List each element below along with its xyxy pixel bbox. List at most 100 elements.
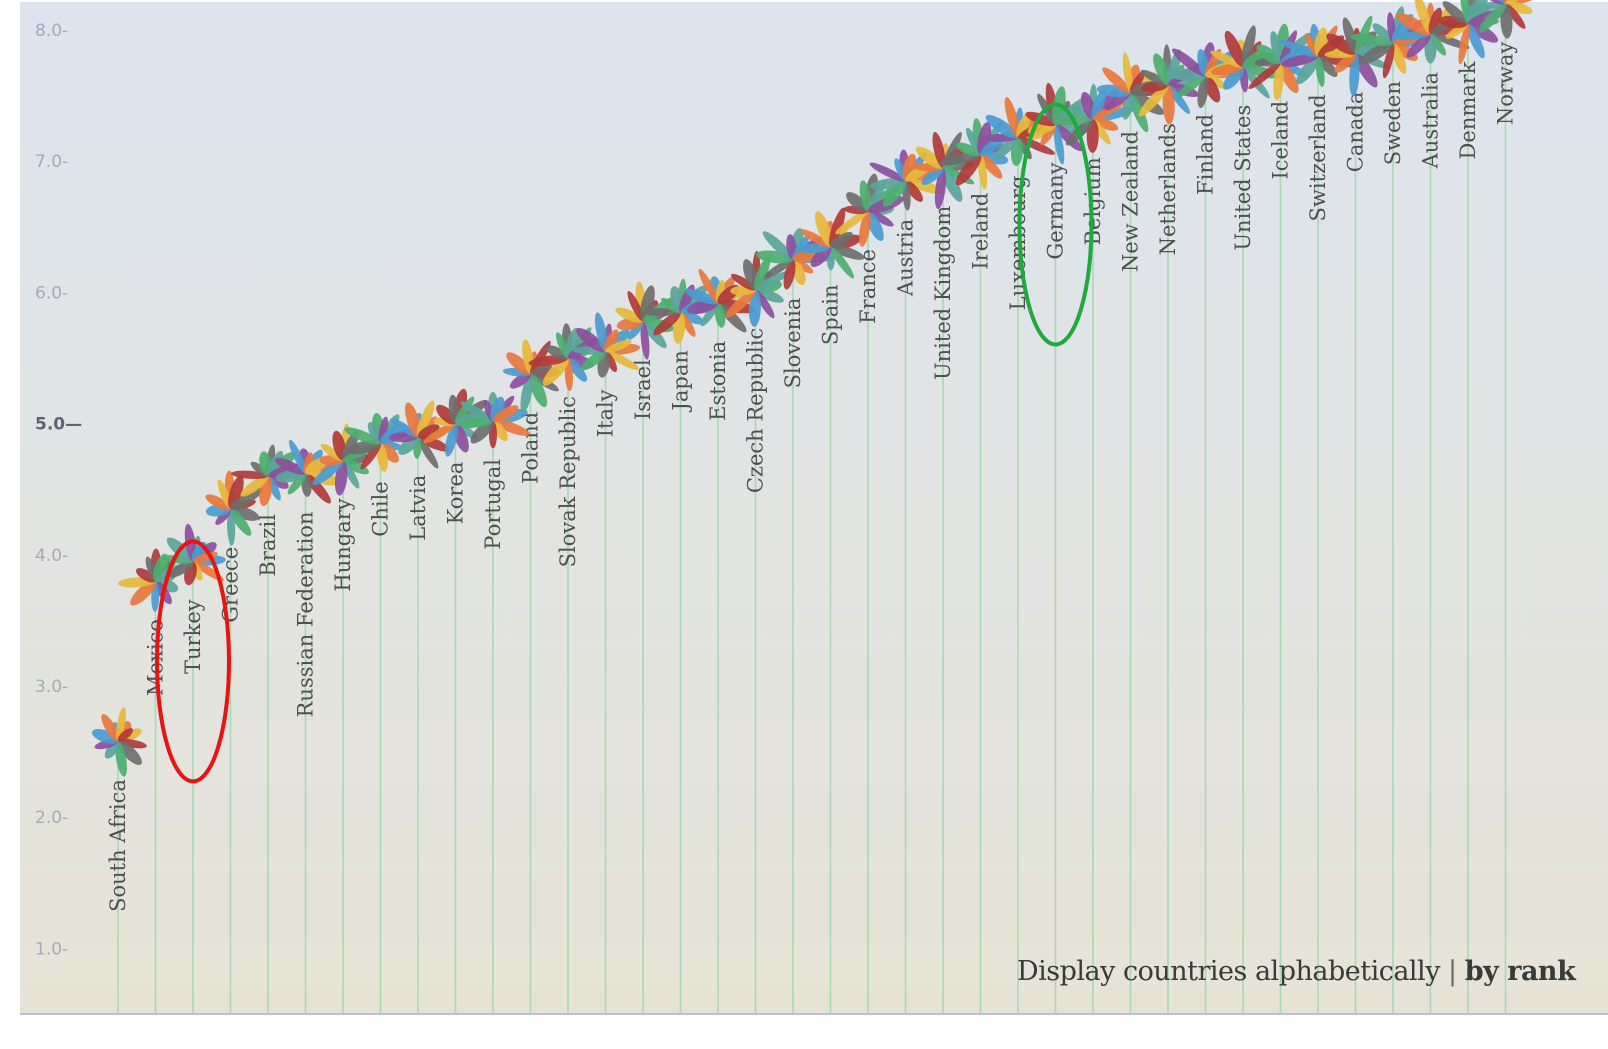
petal — [1317, 55, 1338, 77]
petal — [1481, 0, 1506, 5]
petal — [684, 288, 719, 305]
country-label[interactable]: France — [856, 249, 880, 324]
country-label[interactable]: Hungary — [331, 498, 355, 591]
petal — [390, 418, 419, 438]
petal — [869, 162, 906, 182]
sort-separator: | — [1448, 956, 1457, 987]
country-label[interactable]: Latvia — [406, 475, 430, 541]
country-label[interactable]: Netherlands — [1156, 123, 1180, 255]
country-label[interactable]: Ireland — [969, 193, 993, 270]
petal — [509, 372, 531, 389]
country-label[interactable]: Norway — [1494, 42, 1518, 126]
petal — [1458, 23, 1470, 65]
petal — [454, 396, 475, 424]
country-label[interactable]: Australia — [1419, 72, 1443, 169]
petal — [565, 327, 580, 359]
petal — [117, 740, 142, 765]
sort-alphabetical-link[interactable]: Display countries alphabetically — [1017, 956, 1440, 987]
petal — [869, 178, 906, 190]
petal — [1167, 84, 1191, 114]
petal — [763, 258, 794, 279]
petal — [1479, 3, 1507, 33]
y-tick-label: 4.0- — [35, 546, 68, 566]
petal — [830, 244, 865, 260]
petal — [1172, 48, 1206, 77]
flower-marker[interactable] — [755, 227, 833, 291]
country-label[interactable]: Russian Federation — [294, 511, 318, 717]
country-label[interactable]: Italy — [594, 389, 618, 437]
petal — [117, 738, 147, 749]
flower-marker[interactable] — [572, 311, 641, 378]
country-label[interactable]: Turkey — [181, 599, 205, 674]
country-label[interactable]: Japan — [669, 350, 693, 412]
petal — [725, 289, 756, 318]
country-label[interactable]: Germany — [1044, 162, 1068, 259]
sort-controls: Display countries alphabetically | by ra… — [1017, 950, 1576, 994]
petal — [205, 494, 231, 511]
country-label[interactable]: Slovenia — [781, 298, 805, 389]
petal — [506, 352, 532, 375]
country-label[interactable]: Denmark — [1456, 61, 1480, 159]
petal — [1153, 53, 1171, 86]
petal — [1464, 1, 1506, 12]
petal — [1391, 43, 1407, 74]
petal — [1442, 1, 1469, 25]
petal — [520, 373, 533, 413]
country-label[interactable]: Brazil — [256, 514, 280, 577]
country-label[interactable]: Estonia — [706, 341, 730, 421]
flowers[interactable] — [90, 0, 1548, 778]
country-label[interactable]: Austria — [894, 219, 918, 297]
stems — [117, 13, 1507, 1013]
country-label[interactable]: Finland — [1194, 114, 1218, 195]
petal — [1210, 50, 1244, 68]
petal — [830, 246, 855, 279]
petal — [1358, 41, 1394, 65]
petal — [1395, 12, 1431, 36]
country-label[interactable]: Chile — [369, 481, 393, 536]
petal — [417, 424, 440, 439]
y-tick-label: 1.0- — [35, 939, 68, 959]
flower-marker[interactable] — [722, 250, 791, 327]
country-label[interactable]: Poland — [519, 412, 543, 484]
petal — [528, 373, 548, 408]
flower-marker[interactable] — [389, 399, 452, 471]
sort-by-rank-link[interactable]: by rank — [1464, 956, 1576, 987]
country-label[interactable]: Iceland — [1269, 101, 1293, 180]
petal — [835, 210, 869, 235]
country-label[interactable]: Korea — [444, 462, 468, 525]
petal — [1091, 89, 1107, 120]
country-label[interactable]: Spain — [819, 284, 843, 345]
flower-marker[interactable] — [90, 707, 148, 778]
petal — [1102, 67, 1131, 94]
country-label[interactable]: United Kingdom — [931, 206, 955, 380]
country-label[interactable]: Portugal — [481, 459, 505, 550]
country-label[interactable]: Canada — [1344, 92, 1368, 173]
petal — [1382, 43, 1395, 79]
flower-marker[interactable] — [1464, 0, 1549, 39]
flower-marker[interactable] — [458, 391, 531, 449]
petal — [814, 211, 833, 247]
petal — [228, 475, 244, 509]
country-label[interactable]: Switzerland — [1306, 94, 1330, 221]
petal — [169, 560, 194, 578]
petal — [1092, 117, 1119, 131]
petal — [1122, 52, 1133, 93]
petal — [1270, 31, 1283, 63]
petal — [939, 152, 981, 166]
country-label[interactable]: South Africa — [106, 779, 130, 912]
petal — [416, 400, 435, 437]
petal — [135, 568, 156, 583]
country-label[interactable]: United States — [1231, 105, 1255, 251]
petal — [653, 311, 681, 336]
country-label[interactable]: New Zealand — [1119, 131, 1143, 272]
petal — [810, 245, 832, 268]
petal — [748, 289, 761, 327]
flower-marker[interactable] — [1096, 52, 1167, 134]
country-label[interactable]: Sweden — [1381, 81, 1405, 165]
flower-marker[interactable] — [203, 470, 265, 546]
petal — [117, 728, 134, 742]
country-label[interactable]: Slovak Republic — [556, 396, 580, 567]
flower-marker[interactable] — [799, 206, 866, 281]
petal — [1296, 55, 1320, 85]
country-label[interactable]: Czech Republic — [744, 328, 768, 493]
